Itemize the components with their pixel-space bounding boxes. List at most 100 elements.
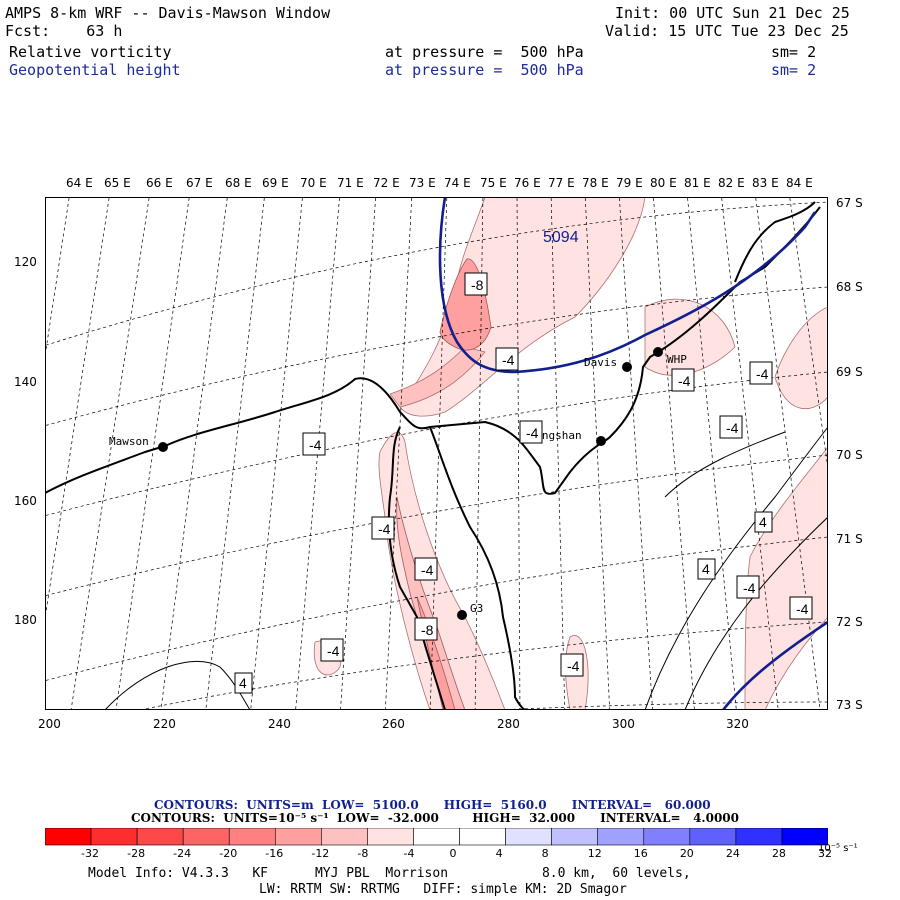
init-time: Init: 00 UTC Sun 21 Dec 25 (615, 4, 850, 22)
vorticity-shading (313, 197, 828, 710)
colorbar-label: -8 (357, 847, 369, 860)
vorticity-contour-info: CONTOURS: UNITS=10⁻⁵ s⁻¹ LOW= -32.000 HI… (131, 811, 739, 825)
lon-label: 76 E (514, 176, 541, 190)
height-label: 5094 (543, 229, 579, 246)
colorbar-unit: 10⁻⁵ s⁻¹ (818, 843, 858, 854)
colorbar-cell (274, 828, 322, 846)
colorbar-cell (413, 828, 460, 846)
vort-label: 4 (759, 514, 767, 530)
lon-label: 79 E (616, 176, 643, 190)
lon-label: 82 E (718, 176, 745, 190)
vort-label: 4 (702, 561, 710, 577)
lon-label: 77 E (548, 176, 575, 190)
y-tick: 140 (14, 375, 37, 389)
colorbar-cell (689, 828, 737, 846)
vort-label: -4 (378, 521, 391, 537)
x-tick: 200 (38, 717, 61, 731)
x-tick: 280 (497, 717, 520, 731)
lon-label: 70 E (300, 176, 327, 190)
vort-label: -4 (309, 437, 322, 453)
vort-label: -8 (421, 622, 434, 638)
lon-label: 67 E (186, 176, 213, 190)
station-whp: WHP (667, 353, 687, 366)
colorbar-label: -16 (265, 847, 284, 860)
colorbar-label: 24 (725, 847, 740, 860)
graticule (45, 197, 828, 710)
colorbar-cell (90, 828, 138, 846)
vort-label: -4 (526, 425, 539, 441)
lon-label: 75 E (480, 176, 507, 190)
vort-label: -4 (421, 562, 434, 578)
colorbar-label: 8 (541, 847, 549, 860)
colorbar-cell (321, 828, 368, 846)
lon-label: 73 E (409, 176, 436, 190)
map-panel: 5094 Mawson Davis WHP Zhongshan G3 -8 -4… (45, 197, 828, 710)
field1-smooth: sm= 2 (771, 43, 817, 61)
x-tick: 260 (382, 717, 405, 731)
x-tick: 220 (153, 717, 176, 731)
model-info: Model Info: V4.3.3 KF MYJ PBL Morrison 8… (88, 866, 691, 881)
forecast-hour: Fcst: 63 h (5, 22, 123, 40)
vort-label: -8 (471, 277, 484, 293)
colorbar-cell (551, 828, 599, 846)
field1-level: at pressure = 500 hPa (385, 43, 584, 61)
station-davis: Davis (584, 356, 617, 369)
colorbar-label: 0 (449, 847, 457, 860)
lon-label: 83 E (752, 176, 779, 190)
lat-label: 73 S (836, 698, 863, 712)
colorbar-label: -32 (81, 847, 100, 860)
height-contours (438, 197, 828, 710)
lat-label: 69 S (836, 365, 863, 379)
lon-label: 66 E (146, 176, 173, 190)
vort-label: -4 (327, 643, 340, 659)
x-tick: 240 (268, 717, 291, 731)
lat-label: 67 S (836, 196, 863, 210)
x-tick: 300 (612, 717, 635, 731)
colorbar-cell (505, 828, 552, 846)
lon-label: 71 E (337, 176, 364, 190)
lat-label: 70 S (836, 448, 863, 462)
colorbar-cell (459, 828, 506, 846)
colorbar-label: 4 (495, 847, 503, 860)
field2-name: Geopotential height (9, 61, 181, 79)
colorbar-label: -12 (311, 847, 330, 860)
lat-label: 68 S (836, 280, 863, 294)
coastline (45, 201, 821, 710)
lon-label: 80 E (650, 176, 677, 190)
vort-label: -4 (567, 658, 580, 674)
vort-label: -4 (678, 373, 691, 389)
colorbar-label: -28 (127, 847, 146, 860)
field2-level: at pressure = 500 hPa (385, 61, 584, 79)
height-contour-info: CONTOURS: UNITS=m LOW= 5100.0 HIGH= 5160… (154, 798, 711, 812)
vort-label: -4 (796, 601, 809, 617)
lon-label: 81 E (684, 176, 711, 190)
valid-time: Valid: 15 UTC Tue 23 Dec 25 (605, 22, 849, 40)
colorbar-label: 28 (771, 847, 786, 860)
lon-label: 65 E (104, 176, 131, 190)
lon-label: 72 E (373, 176, 400, 190)
y-tick: 120 (14, 255, 37, 269)
colorbar-label: 32 (818, 847, 832, 860)
y-tick: 160 (14, 494, 37, 508)
colorbar-cell (45, 828, 92, 846)
field2-smooth: sm= 2 (771, 61, 817, 79)
colorbar-label: 16 (633, 847, 648, 860)
colorbar-cell (136, 828, 184, 846)
colorbar-cell (597, 828, 645, 846)
lat-label: 72 S (836, 615, 863, 629)
vort-label: -4 (502, 352, 515, 368)
lon-label: 78 E (582, 176, 609, 190)
lon-label: 74 E (444, 176, 471, 190)
field1-name: Relative vorticity (9, 43, 172, 61)
lat-label: 71 S (836, 532, 863, 546)
vort-label: -4 (726, 420, 739, 436)
colorbar-cell (367, 828, 414, 846)
colorbar-label: 20 (679, 847, 694, 860)
colorbar-label: -20 (219, 847, 238, 860)
physics-info: LW: RRTM SW: RRTMG DIFF: simple KM: 2D S… (259, 882, 627, 897)
lon-label: 84 E (786, 176, 813, 190)
y-tick: 180 (14, 613, 37, 627)
contour-value-labels: -8 -4 -4 -4 -4 -4 -4 -8 -4 -4 -4 -4 -4 -… (234, 272, 813, 694)
station-mawson: Mawson (109, 435, 149, 448)
colorbar-cell (182, 828, 230, 846)
